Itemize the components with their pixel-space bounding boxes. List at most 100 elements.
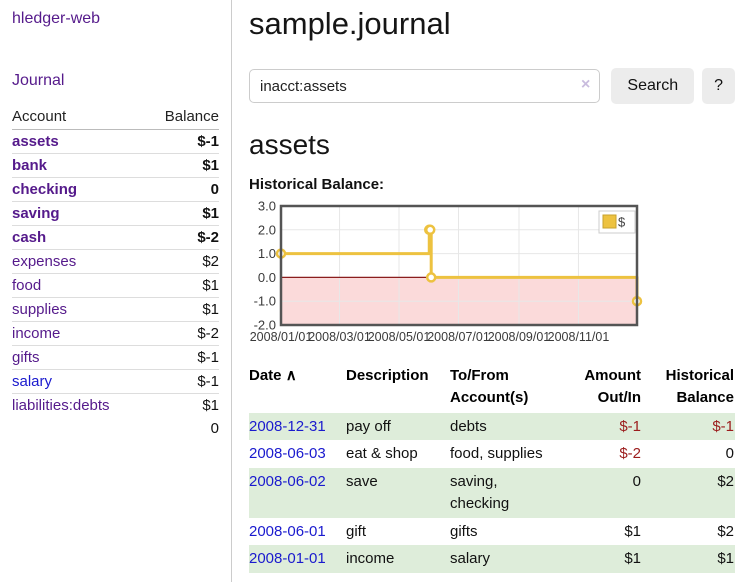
accounts-header-account: Account — [12, 106, 146, 130]
transaction-amount: $-2 — [619, 445, 641, 463]
svg-text:-2.0: -2.0 — [254, 318, 276, 333]
help-button[interactable]: ? — [702, 68, 735, 104]
account-balance: $-1 — [145, 369, 219, 394]
transaction-row[interactable]: 2008-06-02 save saving, checking 0 $2 — [249, 468, 735, 518]
svg-text:3.0: 3.0 — [258, 199, 276, 214]
account-title: assets — [249, 129, 330, 160]
transaction-row[interactable]: 2008-12-31 pay off debts $-1 $-1 — [249, 412, 735, 441]
transaction-accounts: food, supplies — [450, 445, 543, 463]
search-button[interactable]: Search — [611, 68, 695, 104]
account-row: liabilities:debts $1 — [12, 393, 219, 417]
account-link[interactable]: income — [12, 325, 61, 342]
sidebar: hledger-web Journal Account Balance asse… — [0, 0, 232, 582]
svg-text:2008/03/01: 2008/03/01 — [308, 330, 371, 344]
transaction-amount: $1 — [624, 522, 641, 540]
accounts-table: Account Balance assets $-1 bank $1 checking 0… — [12, 106, 219, 440]
register-header-amount: Amount Out/In — [584, 367, 641, 406]
accounts-total-row: 0 — [12, 417, 219, 440]
transaction-description: eat & shop — [346, 445, 418, 463]
transaction-description: pay off — [346, 417, 391, 435]
svg-text:-1.0: -1.0 — [254, 294, 276, 309]
register-header-description: Description — [346, 367, 429, 384]
transaction-description: income — [346, 550, 395, 568]
account-balance: $1 — [145, 153, 219, 178]
transaction-date-link[interactable]: 2008-06-02 — [249, 473, 326, 490]
transaction-amount: $1 — [624, 550, 641, 568]
transaction-row[interactable]: 2008-01-01 income salary $1 $1 — [249, 545, 735, 573]
transaction-date-link[interactable]: 2008-06-01 — [249, 522, 326, 540]
clear-search-icon[interactable]: × — [581, 76, 591, 93]
main-content: sample.journal × Search ? assets Histori… — [232, 0, 742, 573]
account-row: expenses $2 — [12, 249, 219, 274]
transaction-accounts: debts — [450, 417, 487, 435]
account-balance: $1 — [145, 201, 219, 226]
accounts-total-value: 0 — [210, 420, 219, 437]
svg-text:2.0: 2.0 — [258, 222, 276, 237]
account-row: assets $-1 — [12, 130, 219, 154]
transaction-accounts: saving, checking — [450, 473, 510, 512]
accounts-header-balance: Balance — [145, 106, 219, 130]
accounts-table-body: assets $-1 bank $1 checking 0 saving $1 cash $-2 e… — [12, 130, 219, 417]
account-balance: $1 — [145, 273, 219, 298]
svg-text:2008/09/01: 2008/09/01 — [488, 330, 551, 344]
account-link[interactable]: saving — [12, 205, 60, 222]
transaction-balance: $2 — [717, 473, 734, 490]
register-header-accounts: To/From Account(s) — [450, 367, 529, 406]
chart-label: Historical Balance: — [249, 176, 385, 193]
account-row: food $1 — [12, 273, 219, 298]
account-link[interactable]: checking — [12, 181, 78, 198]
account-balance: $2 — [145, 249, 219, 274]
transaction-balance: 0 — [725, 445, 734, 463]
account-row: salary $-1 — [12, 369, 219, 394]
account-link[interactable]: gifts — [12, 349, 40, 366]
account-link[interactable]: salary — [12, 373, 53, 390]
svg-text:2008/01/01: 2008/01/01 — [250, 330, 313, 344]
transaction-row[interactable]: 2008-06-01 gift gifts $1 $2 — [249, 518, 735, 546]
register-table: Date ∧ Description To/From Account(s) Am… — [249, 363, 735, 573]
transaction-date-link[interactable]: 2008-06-03 — [249, 445, 326, 463]
transaction-amount: $-1 — [619, 417, 641, 435]
account-link[interactable]: liabilities:debts — [12, 397, 110, 414]
register-table-body: 2008-12-31 pay off debts $-1 $-1 2008-06-03 ea… — [249, 412, 735, 573]
account-row: bank $1 — [12, 153, 219, 178]
transaction-balance: $2 — [717, 522, 734, 540]
account-link[interactable]: cash — [12, 229, 47, 246]
account-row: saving $1 — [12, 201, 219, 226]
brand-link[interactable]: hledger-web — [12, 10, 101, 27]
account-balance: $-1 — [197, 133, 219, 150]
historical-balance-chart: 3.0 2.0 1.0 0.0 -1.0 -2.02008/01/012008/03/01… — [250, 199, 643, 344]
transaction-accounts: salary — [450, 550, 491, 568]
sidebar-item-journal[interactable]: Journal — [12, 72, 65, 89]
account-balance: $1 — [145, 393, 219, 417]
account-balance: $-2 — [145, 225, 219, 250]
account-balance: $1 — [145, 297, 219, 322]
account-row: checking 0 — [12, 177, 219, 202]
transaction-row[interactable]: 2008-06-03 eat & shop food, supplies $-2 0 — [249, 440, 735, 468]
account-row: cash $-2 — [12, 225, 219, 250]
search-input[interactable] — [249, 69, 601, 103]
sort-ascending-icon: ∧ — [285, 367, 297, 384]
register-header-date[interactable]: Date ∧ — [249, 367, 297, 384]
account-balance: $-2 — [145, 321, 219, 346]
register-header-balance: Historical Balance — [665, 367, 734, 406]
search-form: × Search ? — [249, 68, 735, 104]
transaction-date-link[interactable]: 2008-01-01 — [249, 550, 326, 568]
account-row: income $-2 — [12, 321, 219, 346]
account-link[interactable]: expenses — [12, 253, 77, 270]
page-title: sample.journal — [249, 6, 451, 41]
transaction-balance: $1 — [717, 550, 734, 568]
transaction-description: save — [346, 473, 378, 490]
svg-text:1.0: 1.0 — [258, 246, 276, 261]
account-link[interactable]: bank — [12, 157, 48, 174]
account-balance: 0 — [145, 177, 219, 202]
account-balance: $-1 — [145, 345, 219, 370]
account-link[interactable]: supplies — [12, 301, 68, 318]
svg-text:$: $ — [618, 215, 626, 230]
account-link[interactable]: food — [12, 277, 42, 294]
svg-text:0.0: 0.0 — [258, 270, 276, 285]
transaction-date-link[interactable]: 2008-12-31 — [249, 417, 326, 435]
account-row: gifts $-1 — [12, 345, 219, 370]
account-link[interactable]: assets — [12, 133, 59, 150]
svg-text:2008/07/01: 2008/07/01 — [427, 330, 490, 344]
transaction-amount: 0 — [632, 473, 641, 490]
